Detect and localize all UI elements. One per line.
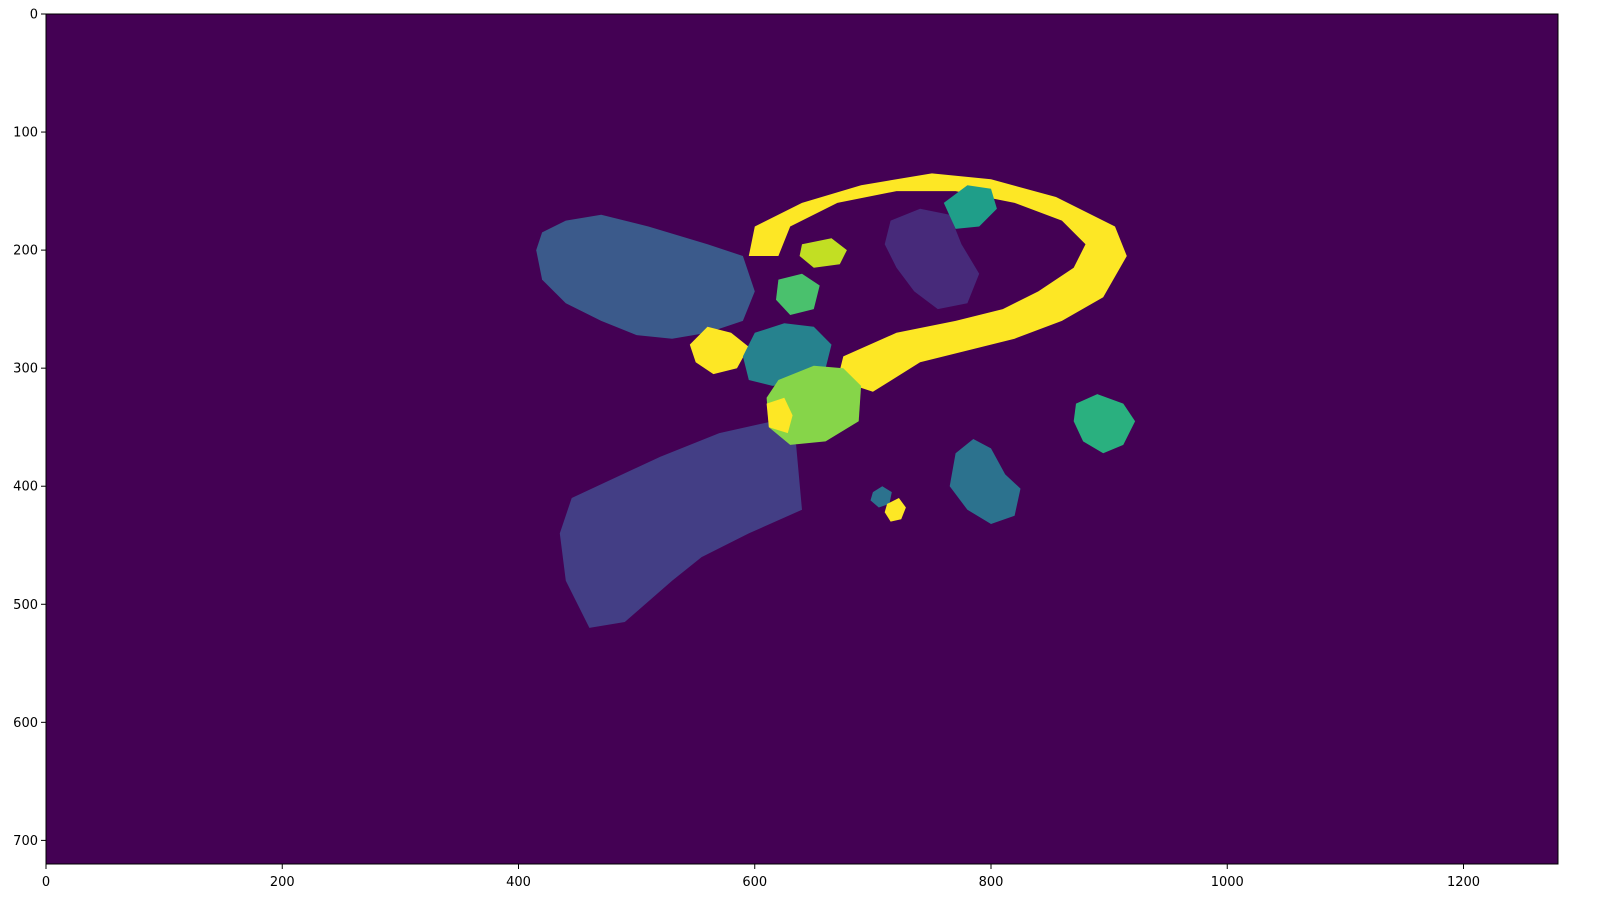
segment-small-yellow-dot (884, 498, 906, 522)
segment-small-teal-dot (870, 486, 892, 508)
segment-yellow-ring-outer (748, 173, 1127, 392)
segments-layer (536, 173, 1136, 628)
plot-frame (45, 13, 1559, 865)
segment-green-small (776, 273, 820, 315)
segment-yellow-lower-left (689, 326, 749, 375)
segment-light-green-center (766, 365, 862, 445)
x-tick-label: 200 (270, 875, 295, 890)
segment-yellow-small-left (766, 397, 793, 434)
x-tick-label: 600 (742, 875, 767, 890)
y-axis: 0 100 200 300 400 500 600 700 (13, 8, 46, 849)
y-tick-label: 100 (13, 126, 38, 141)
y-tick-label: 400 (13, 480, 38, 495)
y-tick-label: 300 (13, 362, 38, 377)
segment-steelblue-right (949, 439, 1021, 524)
segment-green-right (1073, 394, 1136, 454)
x-tick-label: 400 (506, 875, 531, 890)
segment-indigo-block (559, 421, 802, 628)
x-tick-label: 0 (42, 875, 50, 890)
x-axis: 0 200 400 600 800 1000 1200 (42, 864, 1480, 890)
segment-lime-small (799, 238, 847, 268)
y-tick-label: 500 (13, 598, 38, 613)
x-tick-label: 1000 (1211, 875, 1244, 890)
x-tick-label: 1200 (1447, 875, 1480, 890)
x-tick-label: 800 (979, 875, 1004, 890)
y-tick-label: 0 (30, 8, 38, 23)
y-tick-label: 200 (13, 244, 38, 259)
segment-dark-purple-center (884, 208, 980, 310)
segment-blue-blob (536, 214, 755, 339)
segment-teal-upper-right (943, 185, 997, 229)
y-tick-label: 700 (13, 834, 38, 849)
plot-area (45, 13, 1559, 865)
y-tick-label: 600 (13, 716, 38, 731)
